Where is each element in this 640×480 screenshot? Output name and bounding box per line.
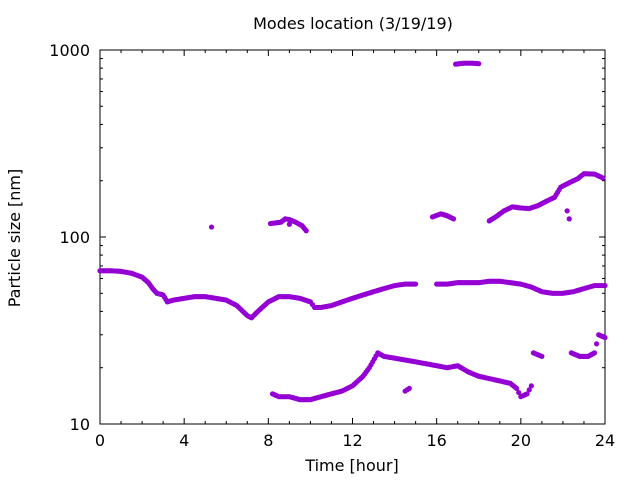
y-axis: 10 100 1000 [49,41,605,434]
x-tick-label: 8 [263,431,273,450]
plot-area [99,49,606,425]
data-point [600,175,606,181]
data-point [450,216,457,222]
data-point [591,350,598,356]
plot-frame [99,49,606,425]
chart-title: Modes location (3/19/19) [253,14,453,33]
x-tick-label: 16 [426,431,446,450]
data-point [593,341,600,347]
data-point [476,61,482,67]
data-point [406,385,412,392]
data-point [564,208,570,214]
x-tick-label: 0 [95,431,105,450]
data-point [524,391,530,397]
x-tick-label: 24 [595,431,615,450]
data-point [539,353,545,359]
data-point [566,216,572,222]
y-tick-label: 100 [59,228,90,247]
data-point [514,385,520,392]
y-axis-label: Particle size [nm] [5,169,24,308]
data-point [526,387,532,393]
data-point [528,383,534,389]
data-point [413,281,419,287]
data-point [208,224,215,230]
data-points [97,60,608,403]
data-point [602,334,608,341]
x-axis-label: Time [hour] [304,456,398,475]
x-tick-label: 20 [511,431,531,450]
data-point [303,228,309,234]
data-point [286,221,292,227]
data-point [602,282,608,289]
x-tick-label: 4 [179,431,189,450]
x-axis: 0 4 8 12 16 20 24 [95,50,615,450]
y-tick-label: 1000 [49,41,90,60]
data-point [516,389,522,396]
x-tick-label: 12 [342,431,362,450]
y-tick-label: 10 [70,415,90,434]
